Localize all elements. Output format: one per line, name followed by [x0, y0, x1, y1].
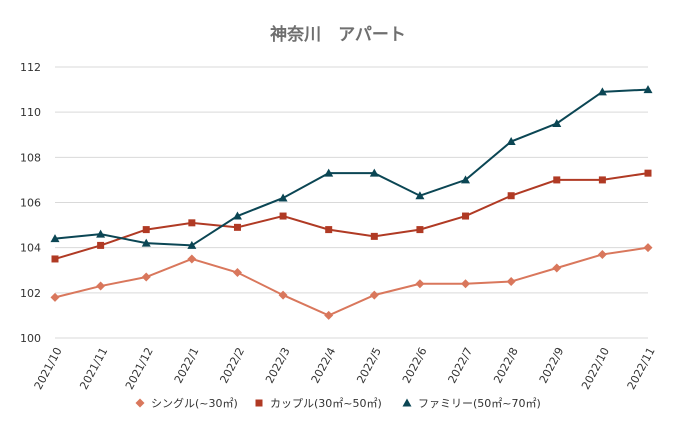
- grid-lines: [55, 66, 648, 339]
- data-point: [50, 292, 60, 302]
- data-point: [187, 240, 197, 249]
- legend: シングル(~30㎡) カップル(30㎡~50㎡) ファミリー(50㎡~70㎡): [135, 396, 541, 410]
- data-point: [644, 169, 652, 177]
- data-point: [506, 137, 516, 146]
- x-tick-label: 2022/9: [537, 345, 567, 385]
- y-tick-label: 102: [20, 287, 41, 300]
- data-point: [97, 241, 105, 249]
- data-point: [507, 192, 515, 200]
- data-point: [552, 263, 562, 273]
- data-point: [643, 85, 653, 94]
- legend-label: カップル(30㎡~50㎡): [270, 397, 382, 410]
- y-tick-label: 104: [20, 242, 41, 255]
- x-tick-label: 2022/3: [263, 345, 293, 385]
- x-tick-label: 2022/8: [491, 345, 521, 385]
- data-point: [462, 212, 470, 220]
- legend-marker: [255, 399, 263, 407]
- data-point: [598, 176, 606, 184]
- legend-item: カップル(30㎡~50㎡): [255, 397, 382, 410]
- data-point: [553, 176, 561, 184]
- data-point: [51, 255, 59, 263]
- x-tick-label: 2022/4: [309, 345, 339, 385]
- data-point: [279, 212, 287, 220]
- series-line: [54, 172, 649, 260]
- data-point: [50, 234, 60, 243]
- series-group: [50, 85, 653, 320]
- x-tick-label: 2022/6: [400, 345, 430, 385]
- data-point: [597, 249, 607, 259]
- data-point: [369, 290, 379, 300]
- data-point: [461, 279, 471, 289]
- data-point: [141, 238, 151, 247]
- x-tick-label: 2021/11: [77, 345, 110, 391]
- series-2: [51, 169, 652, 263]
- y-tick-label: 106: [20, 197, 41, 210]
- data-point: [278, 290, 288, 300]
- data-point: [278, 193, 288, 202]
- x-tick-label: 2022/11: [625, 345, 658, 391]
- data-point: [96, 229, 106, 238]
- series-1: [50, 243, 653, 320]
- data-point: [416, 226, 424, 234]
- y-tick-label: 100: [20, 332, 41, 345]
- data-point: [233, 223, 241, 231]
- data-point: [643, 243, 653, 253]
- data-point: [232, 268, 242, 278]
- data-point: [187, 254, 197, 264]
- x-tick-label: 2021/10: [32, 345, 65, 391]
- series-3: [50, 85, 653, 249]
- data-point: [597, 87, 607, 96]
- legend-label: シングル(~30㎡): [151, 396, 238, 410]
- legend-label: ファミリー(50㎡~70㎡): [418, 397, 541, 410]
- data-point: [232, 211, 242, 220]
- y-tick-label: 108: [20, 151, 41, 164]
- x-axis-ticks: 2021/10 2021/11 2021/12 2022/1 2022/2 2022/3 2…: [32, 345, 658, 391]
- legend-marker: [135, 398, 145, 408]
- x-tick-label: 2022/10: [579, 345, 612, 391]
- data-point: [415, 279, 425, 289]
- y-axis-ticks: 100 102 104 106 108 110 112: [20, 61, 41, 345]
- data-point: [325, 226, 333, 234]
- data-point: [506, 277, 516, 287]
- data-point: [552, 118, 562, 127]
- series-line: [54, 88, 649, 247]
- data-point: [142, 226, 150, 234]
- data-point: [96, 281, 106, 291]
- data-point: [370, 232, 378, 240]
- x-tick-label: 2022/2: [217, 345, 247, 385]
- data-point: [324, 310, 334, 320]
- y-tick-label: 112: [20, 61, 41, 74]
- data-point: [415, 191, 425, 200]
- x-tick-label: 2022/7: [446, 345, 476, 385]
- legend-marker: [402, 398, 412, 407]
- x-tick-label: 2021/12: [123, 345, 156, 391]
- x-tick-label: 2022/5: [354, 345, 384, 385]
- data-point: [461, 175, 471, 184]
- legend-item: シングル(~30㎡): [135, 396, 238, 410]
- series-line: [54, 246, 649, 317]
- y-tick-label: 110: [20, 106, 41, 119]
- data-point: [141, 272, 151, 282]
- data-point: [324, 168, 334, 177]
- data-point: [188, 219, 196, 227]
- x-tick-label: 2022/1: [172, 345, 202, 385]
- data-point: [369, 168, 379, 177]
- chart-title: 神奈川 アパート: [270, 24, 406, 45]
- legend-item: ファミリー(50㎡~70㎡): [402, 397, 541, 410]
